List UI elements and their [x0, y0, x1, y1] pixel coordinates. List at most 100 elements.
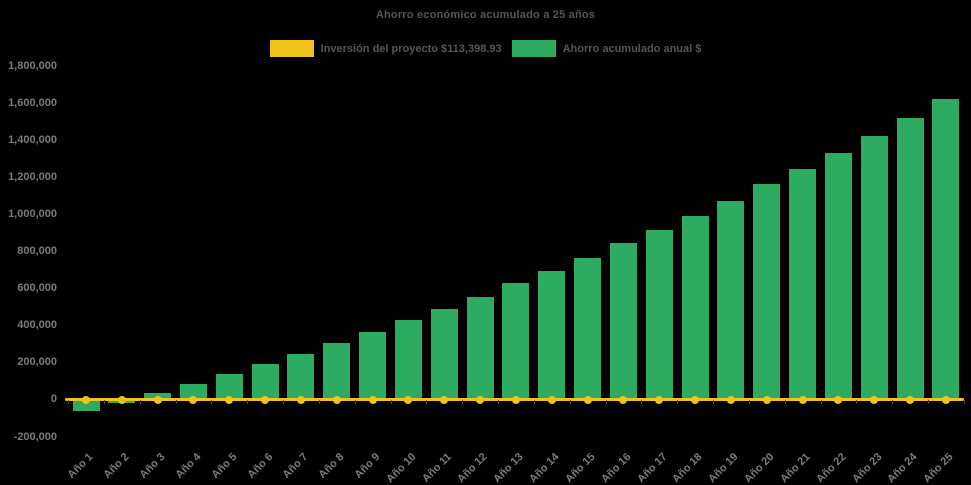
x-axis-tick — [462, 400, 464, 405]
y-axis-label: 400,000 — [17, 319, 57, 332]
bar-año-20 — [753, 184, 781, 400]
line-marker — [296, 395, 305, 404]
line-marker — [870, 395, 879, 404]
x-axis-tick — [605, 400, 607, 405]
x-axis-label: Año 8 — [316, 450, 347, 482]
line-marker — [798, 395, 807, 404]
bar-año-5 — [215, 374, 243, 400]
line-marker — [906, 395, 915, 404]
x-axis-tick — [820, 400, 822, 405]
x-axis-label: Año 18 — [670, 450, 706, 485]
x-axis-tick — [175, 400, 177, 405]
x-axis-tick — [569, 400, 571, 405]
y-axis-label: -200,000 — [13, 430, 57, 443]
bar-año-17 — [645, 229, 673, 400]
x-axis-label: Año 12 — [455, 450, 491, 485]
x-axis-label: Año 22 — [813, 450, 849, 485]
x-axis-tick — [963, 400, 965, 405]
x-axis-tick — [139, 400, 141, 405]
x-axis-label: Año 2 — [101, 450, 132, 482]
y-axis-label: 200,000 — [17, 356, 57, 369]
x-axis-tick — [892, 400, 894, 405]
x-axis-tick — [426, 400, 428, 405]
line-marker — [368, 395, 377, 404]
bar-año-19 — [717, 201, 745, 400]
bar-año-9 — [359, 332, 387, 400]
x-axis-tick — [784, 400, 786, 405]
bar-año-4 — [179, 383, 207, 400]
x-axis-tick — [498, 400, 500, 405]
x-axis-tick — [211, 400, 213, 405]
x-axis-label: Año 4 — [173, 450, 204, 482]
line-marker — [225, 395, 234, 404]
line-marker — [261, 395, 270, 404]
y-axis-label: 800,000 — [17, 245, 57, 258]
x-axis-label: Año 10 — [383, 450, 419, 485]
legend: Inversión del proyecto $113,398.93 Ahorr… — [0, 40, 971, 57]
x-axis-label: Año 24 — [885, 450, 921, 485]
x-axis-label: Año 13 — [491, 450, 526, 485]
y-axis-label: 1,800,000 — [8, 60, 57, 72]
chart-title: Ahorro económico acumulado a 25 años — [375, 9, 596, 21]
x-axis-label: Año 19 — [706, 450, 741, 485]
x-axis-tick — [928, 400, 930, 405]
line-marker — [117, 395, 126, 404]
line-marker — [726, 395, 735, 404]
y-axis-label: 600,000 — [17, 282, 57, 295]
bar-año-14 — [538, 271, 566, 400]
savings-legend-label: Ahorro acumulado anual $ — [562, 42, 702, 55]
line-marker — [82, 395, 90, 404]
line-marker — [511, 395, 520, 404]
x-axis-label: Año 21 — [778, 450, 813, 485]
x-axis-label: Año 25 — [921, 450, 956, 485]
line-marker — [619, 395, 628, 404]
x-axis-tick — [103, 400, 105, 405]
bar-año-22 — [824, 153, 852, 400]
bar-año-21 — [789, 169, 817, 400]
line-marker — [547, 395, 556, 404]
x-axis-label: Año 11 — [420, 450, 455, 485]
bar-año-25 — [932, 99, 960, 400]
x-axis-label: Año 23 — [849, 450, 885, 485]
line-marker — [404, 395, 413, 404]
x-axis-tick — [283, 400, 285, 405]
bar-año-24 — [896, 118, 924, 400]
x-axis-tick — [68, 400, 70, 405]
x-axis-tick — [856, 400, 858, 405]
x-axis-tick — [713, 400, 715, 405]
bar-año-18 — [681, 216, 709, 400]
x-axis-label: Año 3 — [137, 450, 168, 482]
line-marker — [476, 395, 485, 404]
line-marker — [691, 395, 700, 404]
x-axis-tick — [748, 400, 750, 405]
line-marker — [153, 395, 162, 404]
investment-line-swatch — [269, 40, 314, 57]
line-marker — [332, 395, 341, 404]
line-marker — [834, 395, 843, 404]
line-marker — [189, 395, 198, 404]
x-axis-tick — [390, 400, 392, 405]
y-axis-label: 1,400,000 — [8, 134, 57, 147]
legend-item-investment: Inversión del proyecto $113,398.93 — [269, 40, 502, 57]
bar-año-6 — [251, 363, 279, 400]
investment-legend-label: Inversión del proyecto $113,398.93 — [320, 42, 502, 55]
x-axis-label: Año 7 — [280, 450, 311, 482]
line-marker — [655, 395, 664, 404]
x-axis-label: Año 20 — [742, 450, 777, 485]
y-axis-label: 1,600,000 — [8, 97, 57, 110]
x-axis-tick — [533, 400, 535, 405]
line-marker — [762, 395, 771, 404]
x-axis-label: Año 5 — [209, 450, 240, 482]
x-axis-tick — [318, 400, 320, 405]
x-axis-label: Año 1 — [65, 450, 96, 482]
x-axis-label: Año 16 — [598, 450, 634, 485]
line-marker — [440, 395, 449, 404]
bar-año-15 — [574, 258, 602, 400]
bar-año-7 — [287, 353, 315, 400]
x-axis-label: Año 15 — [563, 450, 598, 485]
x-axis-label: Año 9 — [352, 450, 383, 482]
y-axis-label: 1,200,000 — [8, 171, 57, 184]
y-axis-label: 1,000,000 — [8, 208, 57, 221]
